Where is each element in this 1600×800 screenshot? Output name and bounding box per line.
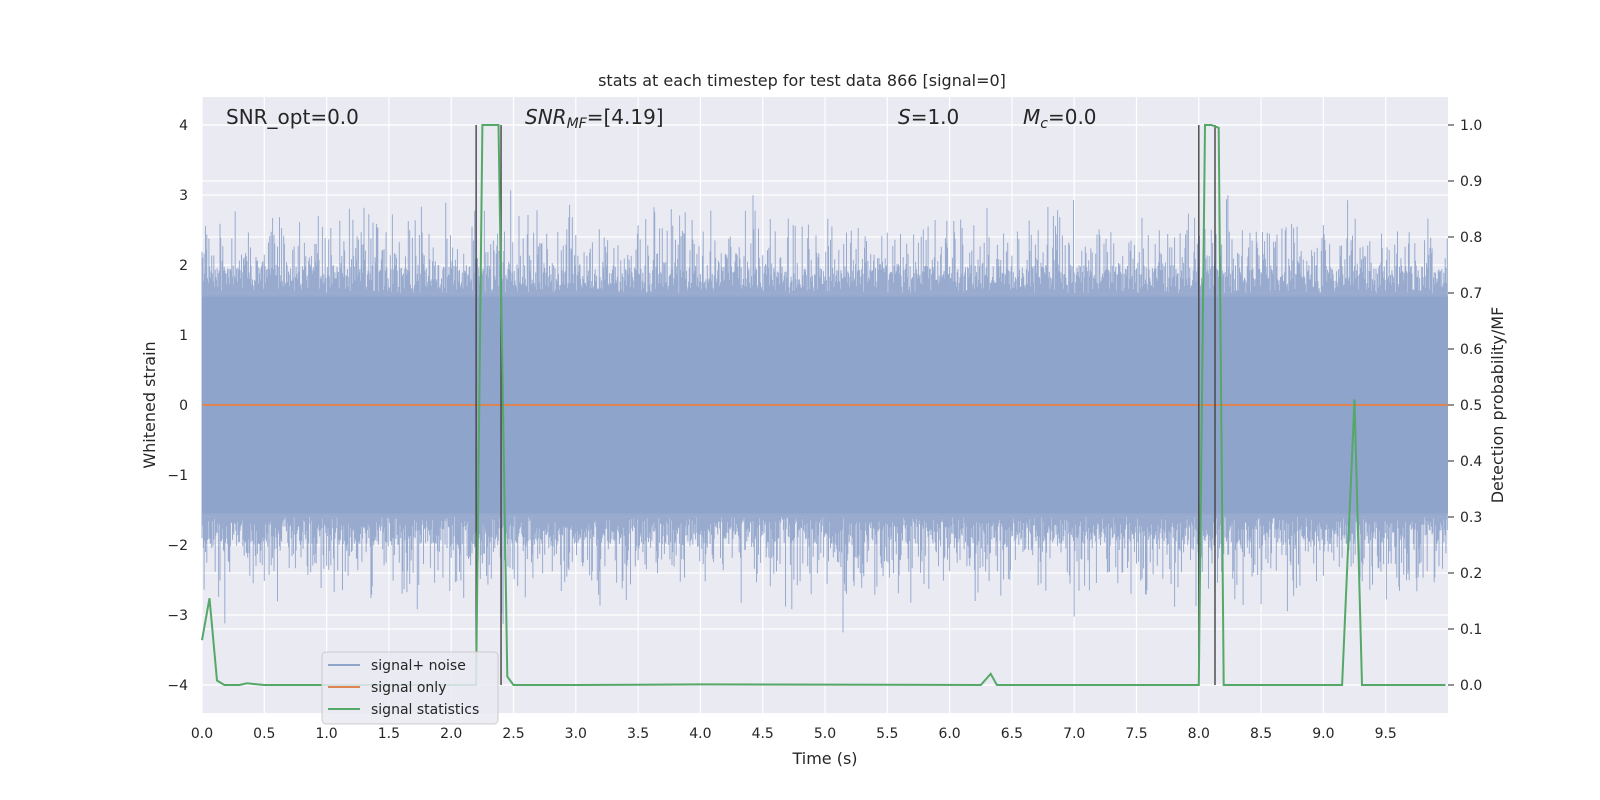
x-tick-label: 4.0	[689, 726, 711, 742]
x-tick-label: 1.0	[315, 726, 337, 742]
legend-label-noise: signal+ noise	[371, 658, 466, 674]
y-left-tick-label: −4	[167, 678, 188, 694]
x-tick-label: 4.5	[752, 726, 774, 742]
annotation-snr-mf: SNRMF=[4.19]	[525, 105, 664, 132]
annotation-snr-mf-value: =[4.19]	[587, 105, 664, 129]
legend-box	[321, 651, 499, 725]
annotation-s-var: S	[898, 105, 911, 129]
y-axis-left-ticks: −4 −3 −2 −1 0 1 2 3 4	[167, 118, 188, 694]
vertical-markers	[475, 125, 1216, 685]
y-right-tick-label: 0.4	[1460, 454, 1482, 470]
annotation-snr-mf-sub: MF	[567, 116, 588, 132]
x-tick-label: 2.0	[440, 726, 462, 742]
y-right-tick-label: 0.2	[1460, 566, 1482, 582]
annotation-snr-opt: SNR_opt=0.0	[226, 105, 359, 129]
annotation-s-value: =1.0	[911, 105, 960, 129]
y-right-tick-label: 0.5	[1460, 398, 1482, 414]
y-left-tick-label: 3	[179, 188, 188, 204]
y-right-tick-label: 1.0	[1460, 118, 1482, 134]
legend-label-signal-only: signal only	[371, 680, 446, 696]
x-tick-label: 9.0	[1312, 726, 1334, 742]
y-axis-right-ticks: 0.0 0.1 0.2 0.3 0.4 0.5 0.6 0.7 0.8 0.9 1.0	[1448, 118, 1482, 694]
y-right-tick-label: 0.0	[1460, 678, 1482, 694]
x-tick-label: 3.0	[565, 726, 587, 742]
x-tick-label: 3.5	[627, 726, 649, 742]
annotation-mc: Mc=0.0	[1023, 105, 1097, 132]
y-left-tick-label: 2	[179, 258, 188, 274]
y-axis-left-label: Whitened strain	[140, 341, 159, 468]
x-tick-label: 5.5	[876, 726, 898, 742]
x-tick-label: 7.0	[1063, 726, 1085, 742]
chart-title: stats at each timestep for test data 866…	[598, 71, 1006, 90]
annotation-mc-sub: c	[1040, 116, 1048, 132]
y-left-tick-label: 0	[179, 398, 188, 414]
y-right-tick-label: 0.9	[1460, 174, 1482, 190]
legend: signal+ noise signal only signal statist…	[321, 651, 499, 725]
annotation-s: S=1.0	[898, 105, 959, 129]
y-left-tick-label: −2	[167, 538, 188, 554]
signal-statistics-line	[201, 124, 1446, 687]
y-right-tick-label: 0.1	[1460, 622, 1482, 638]
y-right-tick-label: 0.7	[1460, 286, 1482, 302]
y-left-tick-label: −3	[167, 608, 188, 624]
x-tick-label: 6.5	[1001, 726, 1023, 742]
y-right-tick-label: 0.6	[1460, 342, 1482, 358]
y-axis-right-label: Detection probability/MF	[1488, 307, 1507, 504]
annotation-mc-value: =0.0	[1048, 105, 1097, 129]
x-axis-label: Time (s)	[791, 749, 857, 768]
x-tick-label: 7.5	[1125, 726, 1147, 742]
x-tick-label: 9.5	[1375, 726, 1397, 742]
x-tick-label: 8.0	[1188, 726, 1210, 742]
x-tick-label: 5.0	[814, 726, 836, 742]
annotation-mc-var: M	[1023, 105, 1040, 129]
signal-statistics-series	[201, 124, 1446, 687]
x-tick-label: 0.0	[191, 726, 213, 742]
y-right-tick-label: 0.8	[1460, 230, 1482, 246]
y-right-tick-label: 0.3	[1460, 510, 1482, 526]
annotation-snr-mf-prefix: SNR	[525, 105, 567, 129]
legend-label-statistics: signal statistics	[371, 702, 479, 718]
x-tick-label: 6.0	[938, 726, 960, 742]
y-left-tick-label: 4	[179, 118, 188, 134]
x-tick-label: 0.5	[253, 726, 275, 742]
x-axis-ticks: 0.0 0.5 1.0 1.5 2.0 2.5 3.0 3.5 4.0 4.5 5.0 5.5 6.0 6…	[191, 726, 1397, 742]
y-left-tick-label: 1	[179, 328, 188, 344]
x-tick-label: 2.5	[502, 726, 524, 742]
x-tick-label: 8.5	[1250, 726, 1272, 742]
x-tick-label: 1.5	[378, 726, 400, 742]
y-left-tick-label: −1	[167, 468, 188, 484]
